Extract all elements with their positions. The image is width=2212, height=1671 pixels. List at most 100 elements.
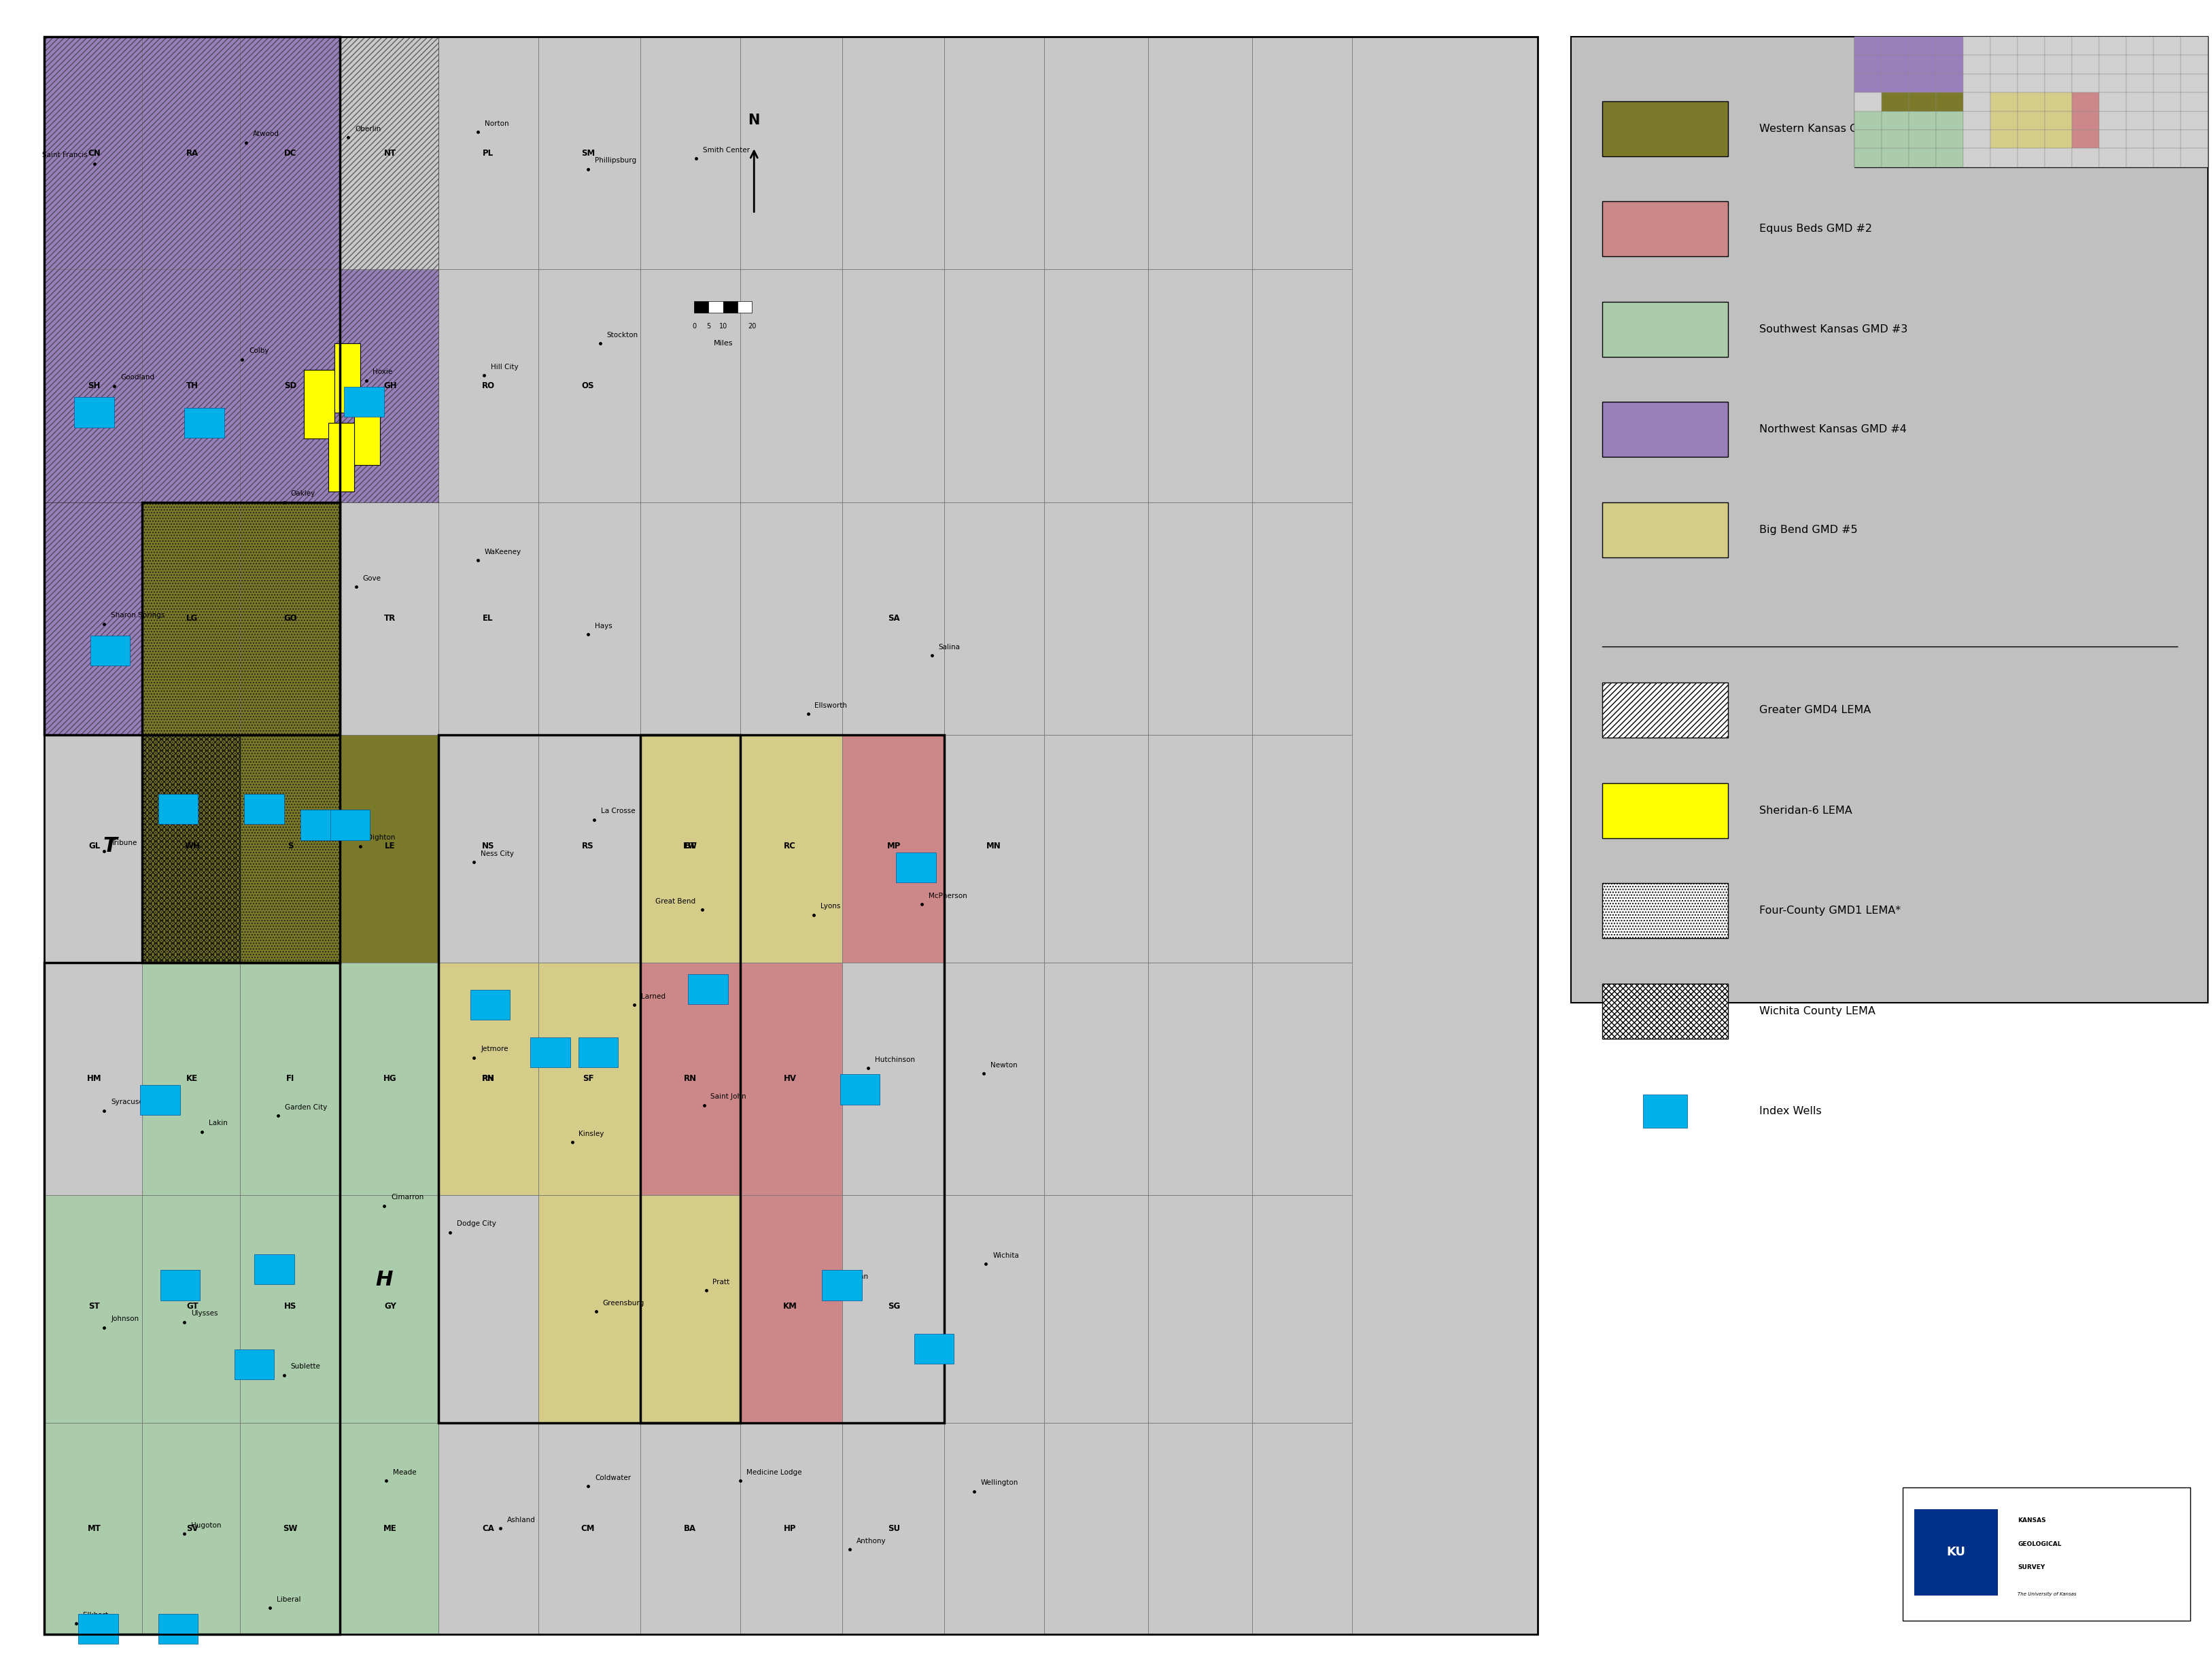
Bar	[739, 503, 843, 735]
Text: KU: KU	[1947, 1546, 1964, 1559]
Bar	[1991, 55, 2017, 74]
Bar	[695, 301, 708, 312]
Text: Wichita: Wichita	[993, 1252, 1020, 1258]
Text: Four-County GMD1 LEMA*: Four-County GMD1 LEMA*	[1759, 906, 1900, 916]
Bar	[896, 852, 936, 882]
Text: Index Wells: Index Wells	[1759, 1106, 1820, 1116]
Text: Jetmore: Jetmore	[480, 1046, 509, 1053]
Text: S: S	[288, 842, 292, 851]
Text: Oakley: Oakley	[290, 491, 316, 498]
Bar	[639, 735, 945, 1422]
Text: BT: BT	[684, 842, 695, 851]
Bar	[1936, 112, 1962, 130]
Bar	[1252, 37, 1352, 269]
Bar	[2181, 112, 2208, 130]
Bar	[142, 37, 241, 269]
Bar	[823, 1270, 863, 1300]
Bar	[639, 962, 739, 1195]
Bar	[44, 1195, 142, 1422]
Bar	[1936, 92, 1962, 112]
Text: GEOLOGICAL: GEOLOGICAL	[2017, 1541, 2062, 1547]
Bar	[639, 1195, 739, 1422]
Bar	[44, 37, 142, 269]
Text: T: T	[104, 836, 117, 856]
Bar	[2181, 130, 2208, 149]
Bar	[1601, 884, 1728, 939]
Bar	[44, 735, 142, 962]
Bar	[142, 735, 241, 962]
Bar	[739, 269, 843, 503]
Bar	[538, 503, 639, 735]
Bar	[142, 1422, 241, 1634]
Bar	[2017, 112, 2044, 130]
Bar	[1044, 962, 1148, 1195]
Text: Atwood: Atwood	[252, 130, 279, 137]
Text: Great Bend: Great Bend	[655, 897, 695, 904]
Bar	[739, 1422, 843, 1634]
Bar	[44, 1422, 142, 1634]
Text: HS: HS	[283, 1302, 296, 1310]
Bar	[739, 37, 843, 269]
Bar	[1252, 503, 1352, 735]
Text: Pratt: Pratt	[712, 1278, 730, 1285]
Bar	[2099, 55, 2126, 74]
Text: The University of Kansas: The University of Kansas	[2017, 1592, 2075, 1596]
Text: FI: FI	[285, 1074, 294, 1083]
Text: TH: TH	[186, 381, 199, 391]
Bar	[1991, 92, 2017, 112]
Text: Greensburg: Greensburg	[602, 1300, 644, 1307]
Text: Sharon Springs: Sharon Springs	[111, 612, 164, 618]
Text: HV: HV	[783, 1074, 796, 1083]
Bar	[2152, 55, 2181, 74]
Bar	[159, 1614, 199, 1644]
Bar	[354, 396, 380, 465]
Bar	[737, 301, 752, 312]
Bar	[538, 269, 639, 503]
Bar	[1962, 74, 1991, 92]
Bar	[1962, 112, 1991, 130]
Bar	[538, 735, 639, 962]
Text: DC: DC	[283, 149, 296, 157]
Bar	[1962, 92, 1991, 112]
Text: 5: 5	[706, 323, 710, 329]
Text: Stockton: Stockton	[606, 333, 637, 339]
Bar	[142, 503, 241, 735]
Bar	[945, 503, 1044, 735]
Bar	[301, 810, 341, 841]
Text: Johnson: Johnson	[111, 1315, 139, 1322]
Bar	[639, 269, 739, 503]
Bar	[241, 735, 341, 962]
Text: ME: ME	[383, 1524, 396, 1532]
Bar	[341, 962, 438, 1195]
Text: Ashland: Ashland	[507, 1517, 535, 1524]
Text: EL: EL	[482, 615, 493, 623]
Bar	[77, 1614, 117, 1644]
Bar	[2017, 55, 2044, 74]
Bar	[843, 269, 945, 503]
Text: Saint Francis: Saint Francis	[42, 152, 88, 159]
Text: Anthony: Anthony	[856, 1537, 887, 1544]
Bar	[241, 1195, 341, 1422]
Text: Kinsley: Kinsley	[580, 1131, 604, 1138]
Bar	[1909, 92, 1936, 112]
Bar	[1601, 302, 1728, 358]
Bar	[1601, 784, 1728, 839]
Bar	[2044, 130, 2070, 149]
Bar	[1962, 37, 1991, 55]
Bar	[639, 1422, 739, 1634]
Bar	[1913, 1509, 1997, 1596]
Text: TR: TR	[385, 615, 396, 623]
Bar	[44, 962, 142, 1195]
Bar	[1148, 37, 1252, 269]
Text: RN: RN	[684, 1074, 697, 1083]
Bar	[44, 962, 341, 1634]
Bar	[142, 1195, 241, 1422]
Text: Sheridan-6 LEMA: Sheridan-6 LEMA	[1759, 805, 1851, 815]
Text: McPherson: McPherson	[929, 892, 967, 899]
Text: Hugoton: Hugoton	[190, 1522, 221, 1529]
Bar	[1909, 37, 1936, 55]
Text: Larned: Larned	[641, 993, 666, 999]
Bar	[723, 301, 737, 312]
Text: SG: SG	[887, 1302, 900, 1310]
Bar	[1936, 149, 1962, 167]
